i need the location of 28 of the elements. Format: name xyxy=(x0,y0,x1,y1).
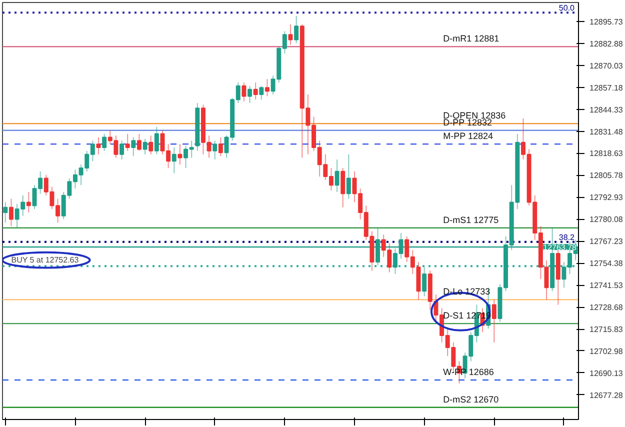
ref-line-label: D-mS1 12775 xyxy=(443,214,499,225)
y-tick-label: 12702.98 xyxy=(590,346,624,356)
annotation: 38.2 xyxy=(558,232,576,242)
y-tick-label: 12780.08 xyxy=(590,215,624,224)
annotation: 50.0 xyxy=(558,4,576,13)
y-tick-label: 12805.78 xyxy=(590,171,624,180)
y-tick-label: 12728.68 xyxy=(590,303,624,312)
y-tick-label: 12818.63 xyxy=(590,149,624,158)
annotation: BUY 5 at 12752.63 xyxy=(11,256,80,265)
ref-line-label: D-S1 12719 xyxy=(443,310,492,321)
y-tick-label: 12767.23 xyxy=(590,237,624,246)
y-tick-label: 12895.73 xyxy=(590,17,624,26)
y-tick-label: 12882.88 xyxy=(590,39,624,48)
y-tick-label: 12677.28 xyxy=(590,390,624,400)
ref-line-label: D-mR1 12881 xyxy=(443,34,500,44)
ref-line-label: M-PP 12824 xyxy=(443,131,494,142)
y-tick-label: 12831.48 xyxy=(590,127,624,136)
y-tick-label: 12857.18 xyxy=(590,83,624,92)
annotation: 12763.78 xyxy=(543,243,578,252)
ref-line-label: W-PP 12686 xyxy=(443,367,494,378)
y-tick-label: 12690.13 xyxy=(590,368,624,378)
y-tick-label: 12741.53 xyxy=(590,281,624,290)
y-tick-label: 12792.93 xyxy=(590,193,624,202)
y-tick-label: 12754.38 xyxy=(590,259,624,268)
ref-line-label: D-mS2 12670 xyxy=(443,394,499,404)
y-tick-label: 12870.03 xyxy=(590,61,624,70)
y-tick-label: 12844.33 xyxy=(590,105,624,114)
y-tick-label: 12715.83 xyxy=(590,325,624,334)
